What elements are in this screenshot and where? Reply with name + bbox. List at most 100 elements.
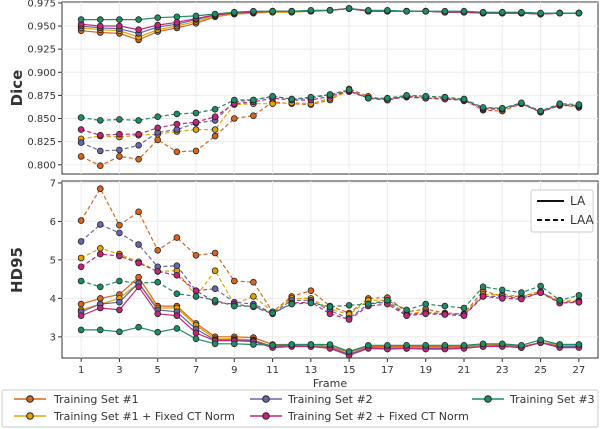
dice-point — [345, 86, 353, 94]
legend-item-set2-fixed: Training Set #2 + Fixed CT Norm — [250, 410, 469, 423]
hd95-point — [422, 341, 430, 349]
dice-y-ticks: 0.800 0.825 0.850 0.875 0.900 0.925 0.950 0.975 — [27, 0, 62, 171]
hd95-point — [97, 283, 104, 291]
dice-point — [154, 21, 162, 29]
hd95-point — [307, 287, 315, 295]
legend-item-set2: Training Set #2 — [250, 393, 373, 406]
dice-series-training-set-3-laa — [77, 86, 583, 124]
hd95-point — [211, 267, 219, 275]
dice-point — [307, 93, 315, 101]
dice-point — [460, 95, 468, 103]
dice-point — [116, 16, 123, 23]
hd95-point — [116, 328, 123, 336]
dice-ytick-label: 0.925 — [27, 45, 56, 56]
hd95-point — [479, 283, 487, 291]
legend-set3-label: Training Set #3 — [509, 393, 595, 406]
hd95-grid — [62, 181, 598, 358]
hd95-point — [154, 278, 162, 286]
hd95-point — [403, 341, 410, 349]
dice-point — [211, 106, 219, 113]
x-tick-label: 17 — [381, 365, 394, 376]
x-tick-label: 25 — [534, 365, 547, 376]
hd95-point — [116, 221, 123, 229]
dice-point — [250, 112, 257, 119]
dice-point — [116, 116, 123, 123]
hd95-line-laa — [80, 253, 579, 321]
x-tick-label: 23 — [496, 365, 509, 376]
dice-series — [77, 5, 583, 170]
x-tick-label: 9 — [231, 365, 237, 376]
hd95-point — [77, 263, 85, 271]
dice-point — [192, 147, 200, 155]
hd95-point — [116, 306, 123, 314]
dice-point — [326, 91, 334, 98]
dice-series-training-set-3-la — [77, 5, 583, 23]
hd95-line-laa — [80, 280, 580, 314]
hd95-point — [211, 285, 219, 293]
hd95-point — [575, 298, 583, 306]
hd95-point — [173, 312, 181, 320]
dice-point — [364, 7, 372, 14]
dice-point — [173, 120, 181, 128]
dice-panel: 0.800 0.825 0.850 0.875 0.900 0.925 0.950 0.975… — [8, 0, 599, 175]
hd95-point — [192, 329, 200, 337]
legend-set2-fixed-label: Training Set #2 + Fixed CT Norm — [287, 410, 469, 423]
dice-point — [173, 18, 181, 26]
dice-point — [479, 104, 487, 111]
dice-point — [154, 113, 162, 120]
dice-point — [77, 153, 85, 160]
dice-point — [211, 126, 219, 133]
hd95-point — [307, 299, 315, 307]
hd95-point — [173, 271, 181, 279]
hd95-point — [250, 302, 257, 310]
dice-point — [77, 126, 85, 133]
hd95-y-ticks: 3 4 5 6 7 — [50, 178, 62, 343]
dice-point — [288, 95, 296, 103]
hd95-series-training-set-3-laa — [77, 277, 583, 317]
dice-point — [116, 153, 123, 160]
hd95-point — [537, 336, 544, 344]
hd95-point — [307, 341, 315, 348]
dice-point — [441, 93, 449, 101]
dice-point — [77, 139, 85, 146]
dice-point — [135, 130, 142, 138]
dice-ytick-label: 0.875 — [27, 91, 56, 102]
legend-la-label: LA — [570, 194, 586, 208]
hd95-point — [135, 273, 142, 281]
dice-point — [173, 110, 181, 118]
hd95-point — [518, 289, 525, 296]
hd95-series-training-set-3-la — [77, 323, 583, 355]
dice-point — [154, 124, 162, 132]
hd95-point — [460, 304, 468, 312]
dice-point — [97, 16, 104, 23]
legend-set2-label: Training Set #2 — [287, 393, 373, 406]
x-tick-label: 21 — [458, 365, 471, 376]
dice-point — [97, 117, 104, 124]
hd95-point — [288, 341, 296, 348]
dice-point — [173, 126, 181, 133]
dice-point — [97, 22, 104, 30]
hd95-point — [556, 296, 563, 304]
hd95-point — [384, 296, 391, 304]
hd95-point — [135, 208, 142, 216]
dice-ytick-label: 0.900 — [27, 68, 56, 79]
dice-point — [384, 94, 391, 102]
dice-ylabel: Dice — [8, 70, 26, 107]
legend-item-set1: Training Set #1 — [14, 393, 139, 406]
hd95-point — [269, 309, 276, 317]
hd95-point — [537, 282, 544, 290]
x-tick-label: 13 — [304, 365, 317, 376]
dice-point — [135, 142, 142, 149]
hd95-point — [364, 300, 372, 308]
hd95-point — [403, 312, 410, 320]
dice-ytick-label: 0.850 — [27, 114, 56, 125]
hd95-point — [518, 341, 525, 349]
hd95-point — [116, 298, 123, 306]
hd95-point — [575, 341, 583, 348]
dice-point — [116, 22, 123, 30]
dice-point — [192, 118, 200, 126]
dice-point — [173, 13, 181, 21]
hd95-point — [116, 277, 123, 285]
hd95-point — [364, 341, 372, 349]
hd95-point — [154, 328, 162, 336]
